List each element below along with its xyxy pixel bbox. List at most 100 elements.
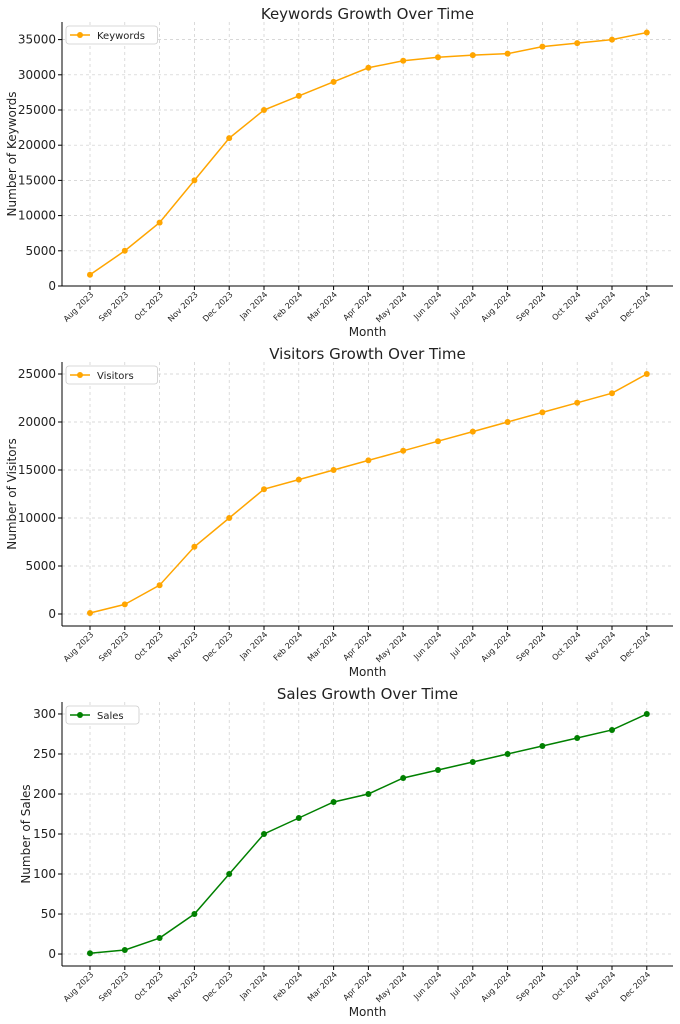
x-tick-label: Oct 2024 — [550, 290, 582, 322]
legend-box — [65, 705, 140, 725]
x-tick-label: Jan 2024 — [237, 630, 269, 662]
x-tick-label: Feb 2024 — [272, 630, 305, 663]
x-tick-label: Sep 2023 — [97, 970, 130, 1003]
x-tick-label: Mar 2024 — [306, 290, 339, 323]
x-tick-label: Jan 2024 — [237, 970, 269, 1002]
y-tick-label: 200 — [33, 787, 56, 801]
x-tick-label: Dec 2023 — [201, 290, 235, 324]
x-tick-label: Sep 2024 — [515, 630, 548, 663]
legend-marker — [77, 32, 83, 38]
x-tick-label: Jun 2024 — [411, 290, 443, 322]
x-tick-label: Apr 2024 — [341, 970, 373, 1002]
data-point — [330, 78, 337, 85]
data-point — [643, 371, 650, 377]
y-tick-label: 10000 — [18, 511, 56, 525]
grid — [62, 22, 673, 287]
data-point — [539, 409, 546, 416]
data-point — [295, 92, 302, 99]
x-axis-label: Month — [349, 1005, 387, 1019]
data-point — [435, 438, 441, 445]
data-point — [261, 831, 267, 837]
x-tick-label: Dec 2024 — [619, 970, 653, 1004]
series-line-visitors — [89, 373, 648, 614]
data-point — [574, 734, 581, 741]
x-tick-label: Sep 2024 — [515, 970, 548, 1003]
chart-title: Sales Growth Over Time — [277, 685, 458, 703]
chart-title: Visitors Growth Over Time — [269, 345, 466, 363]
x-tick-label: Apr 2024 — [341, 630, 373, 662]
data-point — [609, 390, 615, 397]
y-tick-label: 15000 — [18, 463, 56, 477]
data-point — [539, 742, 546, 749]
x-tick-label: Aug 2024 — [479, 970, 513, 1004]
x-tick-label: Sep 2023 — [97, 630, 130, 663]
data-point — [226, 871, 233, 878]
y-tick-label: 10000 — [18, 209, 56, 223]
data-point — [191, 543, 198, 550]
x-tick-label: Aug 2024 — [479, 290, 513, 324]
x-tick-label: Feb 2024 — [272, 970, 305, 1003]
x-tick-label: Aug 2023 — [62, 290, 96, 324]
data-point — [156, 219, 163, 226]
x-tick-label: Dec 2024 — [619, 290, 653, 324]
x-tick-label: Jun 2024 — [411, 970, 443, 1002]
data-point — [191, 177, 198, 184]
data-point — [365, 64, 372, 71]
legend-box — [65, 25, 158, 45]
x-tick-label: Nov 2024 — [584, 970, 618, 1004]
y-axis-label: Number of Sales — [19, 784, 33, 883]
y-tick-label: 300 — [33, 707, 56, 721]
data-point — [87, 610, 93, 617]
data-point — [121, 601, 128, 608]
x-tick-label: Oct 2023 — [133, 970, 165, 1002]
legend: Keywords — [65, 25, 158, 45]
data-point — [435, 54, 441, 61]
data-point — [365, 790, 372, 797]
data-point — [156, 582, 163, 589]
y-tick-label: 15000 — [18, 173, 56, 187]
data-point — [87, 950, 93, 957]
x-tick-label: Sep 2023 — [97, 290, 130, 323]
data-point — [261, 486, 267, 493]
x-tick-label: Nov 2023 — [166, 630, 200, 664]
legend: Sales — [65, 705, 140, 725]
data-point — [330, 467, 337, 473]
x-tick-label: Jul 2024 — [448, 970, 478, 1000]
data-point — [400, 774, 407, 781]
data-point — [87, 271, 93, 278]
x-tick-label: May 2024 — [374, 290, 408, 324]
chart-title: Keywords Growth Over Time — [261, 5, 474, 23]
y-tick-label: 30000 — [18, 68, 56, 82]
y-axis-label: Number of Visitors — [5, 438, 19, 550]
data-point — [121, 947, 128, 954]
data-point — [435, 766, 441, 773]
y-tick-label: 25000 — [18, 103, 56, 117]
x-tick-label: Dec 2023 — [201, 630, 235, 664]
y-tick-label: 5000 — [25, 559, 56, 573]
data-point — [261, 107, 267, 113]
x-tick-label: Oct 2024 — [550, 970, 582, 1002]
legend-marker — [77, 372, 83, 378]
x-tick-label: Mar 2024 — [306, 630, 339, 663]
y-tick-label: 35000 — [18, 33, 56, 47]
legend-label: Keywords — [97, 31, 145, 42]
legend-marker — [77, 712, 83, 718]
y-tick-label: 20000 — [18, 138, 56, 152]
y-tick-label: 20000 — [18, 415, 56, 429]
visitors-chart: Visitors Growth Over Time 0 5000 10000 15000… — [5, 345, 673, 679]
x-axis-label: Month — [349, 665, 387, 679]
legend-label: Visitors — [97, 371, 134, 382]
data-point — [643, 710, 650, 717]
x-tick-label: Aug 2023 — [62, 630, 96, 664]
x-tick-label: Dec 2023 — [201, 970, 235, 1004]
y-tick-label: 0 — [48, 947, 56, 961]
x-tick-label: Sep 2024 — [515, 290, 548, 323]
data-point — [574, 399, 581, 406]
data-point — [295, 814, 302, 821]
x-tick-label: Aug 2024 — [479, 630, 513, 664]
y-tick-label: 25000 — [18, 367, 56, 381]
x-tick-label: Feb 2024 — [272, 290, 305, 323]
x-tick-label: Nov 2023 — [166, 290, 200, 324]
x-tick-label: Aug 2023 — [62, 970, 96, 1004]
